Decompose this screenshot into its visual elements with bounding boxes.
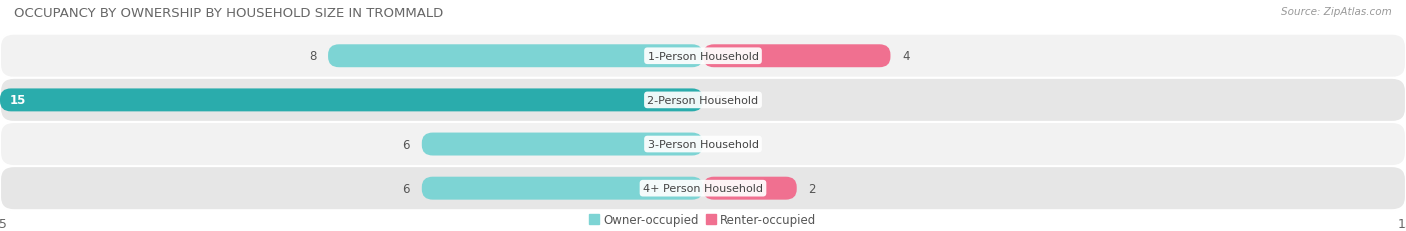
FancyBboxPatch shape (0, 79, 1406, 122)
Text: 2: 2 (808, 182, 815, 195)
Text: OCCUPANCY BY OWNERSHIP BY HOUSEHOLD SIZE IN TROMMALD: OCCUPANCY BY OWNERSHIP BY HOUSEHOLD SIZE… (14, 7, 443, 20)
Text: 6: 6 (402, 182, 411, 195)
FancyBboxPatch shape (328, 45, 703, 68)
Text: 2-Person Household: 2-Person Household (647, 95, 759, 105)
Legend: Owner-occupied, Renter-occupied: Owner-occupied, Renter-occupied (585, 208, 821, 231)
Text: 3-Person Household: 3-Person Household (648, 140, 758, 149)
Text: 1-Person Household: 1-Person Household (648, 52, 758, 61)
FancyBboxPatch shape (0, 166, 1406, 210)
Text: 4: 4 (903, 50, 910, 63)
Text: 0: 0 (714, 94, 723, 107)
FancyBboxPatch shape (0, 35, 1406, 79)
FancyBboxPatch shape (703, 45, 890, 68)
FancyBboxPatch shape (703, 177, 797, 200)
Text: 4+ Person Household: 4+ Person Household (643, 183, 763, 193)
FancyBboxPatch shape (422, 133, 703, 156)
FancyBboxPatch shape (0, 122, 1406, 166)
Text: 15: 15 (10, 94, 25, 107)
Text: 8: 8 (309, 50, 316, 63)
FancyBboxPatch shape (0, 89, 703, 112)
Text: Source: ZipAtlas.com: Source: ZipAtlas.com (1281, 7, 1392, 17)
Text: 0: 0 (714, 138, 723, 151)
Text: 6: 6 (402, 138, 411, 151)
FancyBboxPatch shape (422, 177, 703, 200)
